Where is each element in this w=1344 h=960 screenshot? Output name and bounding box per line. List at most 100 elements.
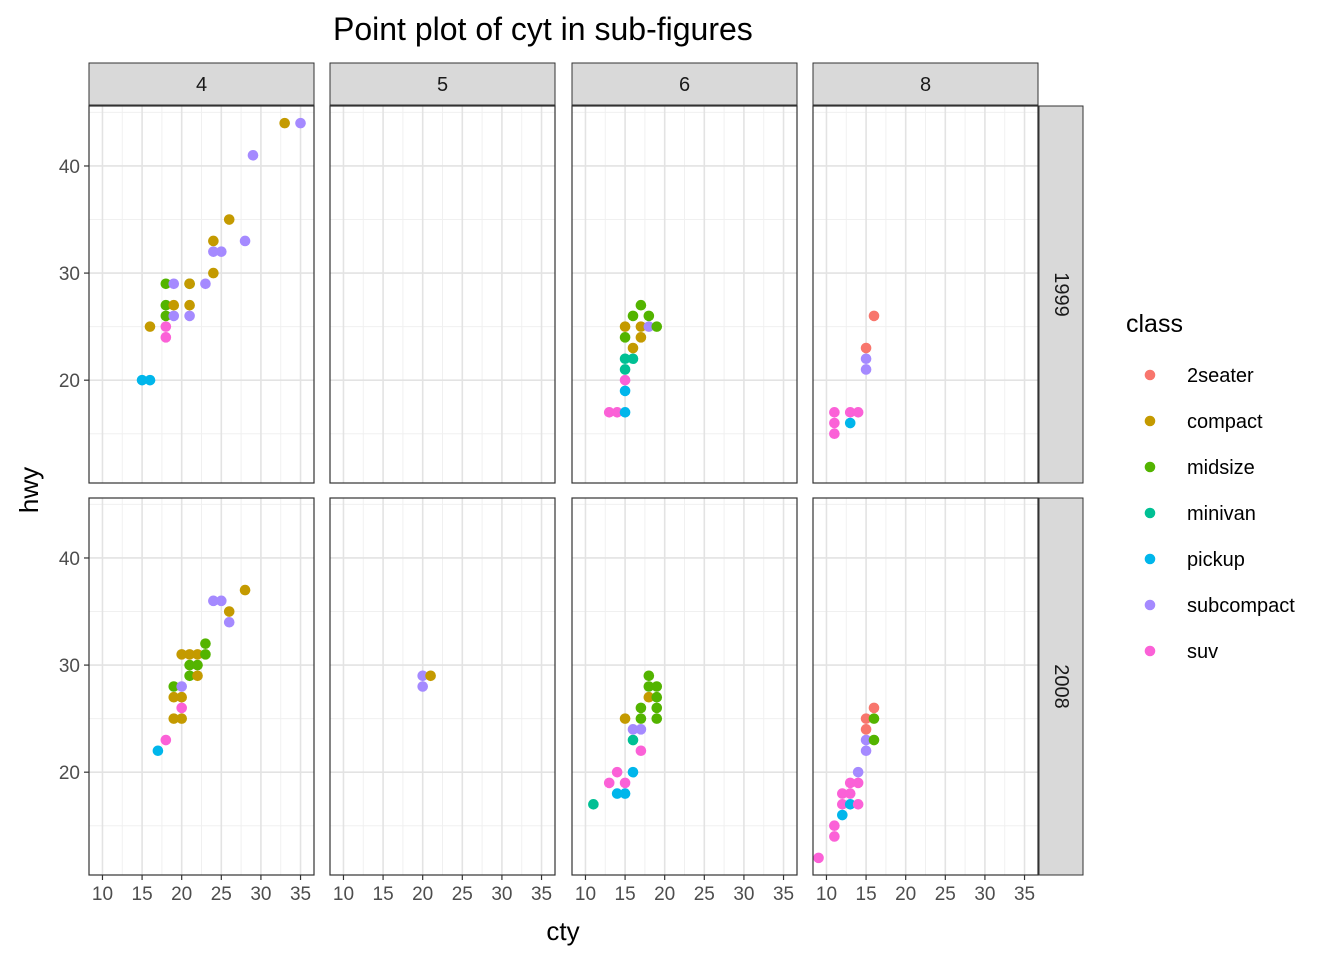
panel-4-1999 — [88, 105, 315, 484]
panel-5-1999 — [329, 105, 556, 484]
data-point-pickup — [837, 809, 848, 821]
data-point-midsize — [160, 310, 172, 322]
x-tick-label: 20 — [654, 884, 675, 905]
legend-label: compact — [1187, 411, 1263, 433]
panel-4-2008 — [88, 497, 315, 876]
y-tick-label: 30 — [59, 264, 80, 285]
data-point-suv — [813, 852, 824, 864]
data-point-midsize — [643, 681, 655, 692]
data-point-minivan — [619, 353, 631, 365]
data-point-compact — [279, 117, 290, 129]
x-axis-4: 10 15 20 25 30 35 — [92, 875, 311, 905]
data-point-compact — [168, 713, 180, 724]
x-tick-label: 20 — [412, 884, 433, 905]
y-tick-label: 30 — [59, 656, 80, 677]
data-point-subcompact — [216, 246, 227, 257]
legend-item-2seater: 2seater — [1144, 365, 1254, 387]
data-point-subcompact — [176, 681, 187, 692]
data-point-subcompact — [208, 246, 219, 257]
column-strip-label: 5 — [437, 74, 448, 96]
data-point-suv — [619, 777, 631, 789]
chart-title: Point plot of cyt in sub-figures — [333, 11, 753, 47]
data-point-midsize — [192, 659, 203, 671]
y-axis-title: hwy — [14, 467, 44, 513]
x-tick-label: 25 — [935, 884, 956, 905]
legend-key — [1144, 645, 1156, 657]
legend-key — [1144, 369, 1156, 381]
data-point-suv — [829, 820, 840, 832]
data-point-pickup — [619, 385, 631, 397]
panel-8-1999 — [812, 105, 1039, 484]
legend-key — [1144, 415, 1156, 427]
legend-label: midsize — [1187, 457, 1255, 479]
x-tick-label: 35 — [290, 884, 311, 905]
data-point-subcompact — [200, 278, 211, 290]
data-point-compact — [176, 713, 187, 724]
data-point-subcompact — [239, 235, 251, 247]
x-tick-label: 35 — [531, 884, 552, 905]
data-point-suv — [603, 777, 615, 789]
data-point-suv — [160, 332, 172, 343]
panel-8-2008 — [812, 497, 1039, 876]
data-point-suv — [603, 407, 615, 418]
data-point-compact — [192, 649, 203, 660]
x-tick-label: 30 — [491, 884, 512, 905]
x-axis-8: 10 15 20 25 30 35 — [816, 875, 1035, 905]
data-point-minivan — [627, 734, 639, 746]
data-point-suv — [176, 702, 187, 714]
data-point-subcompact — [223, 616, 235, 628]
data-point-compact — [643, 691, 655, 703]
data-point-subcompact — [643, 321, 655, 332]
x-tick-label: 30 — [250, 884, 271, 905]
data-point-midsize — [619, 332, 631, 343]
legend-key — [1144, 461, 1156, 473]
data-point-compact — [192, 670, 203, 682]
x-tick-label: 10 — [575, 884, 596, 905]
x-tick-label: 25 — [211, 884, 232, 905]
row-strip-2008: 2008 — [1038, 497, 1084, 876]
legend-item-midsize: midsize — [1144, 457, 1255, 479]
data-point-minivan — [627, 353, 639, 365]
column-strip-label: 8 — [920, 74, 931, 96]
data-point-compact — [168, 299, 180, 311]
data-point-midsize — [200, 638, 211, 649]
x-tick-label: 20 — [171, 884, 192, 905]
row-strip-1999: 1999 — [1038, 105, 1084, 484]
data-point-subcompact — [168, 278, 180, 290]
data-point-compact — [208, 267, 219, 279]
data-point-subcompact — [216, 595, 227, 607]
data-point-compact — [184, 649, 195, 660]
data-point-compact — [635, 321, 647, 332]
data-point-suv — [837, 788, 848, 799]
legend-item-suv: suv — [1144, 641, 1218, 663]
data-point-subcompact — [852, 766, 864, 778]
data-point-suv — [829, 831, 840, 842]
x-tick-label: 25 — [452, 884, 473, 905]
data-point-subcompact — [860, 745, 872, 757]
legend-item-subcompact: subcompact — [1144, 595, 1295, 617]
data-point-suv — [852, 799, 864, 810]
data-point-midsize — [635, 299, 647, 311]
data-point-compact — [239, 584, 251, 596]
data-point-midsize — [635, 713, 647, 724]
data-point-compact — [627, 342, 639, 354]
legend-label: subcompact — [1187, 595, 1295, 617]
data-point-midsize — [160, 299, 172, 311]
data-point-minivan — [588, 799, 599, 810]
data-point-subcompact — [247, 149, 259, 161]
data-point-suv — [852, 407, 864, 418]
data-point-suv — [844, 407, 856, 418]
data-point-pickup — [152, 745, 164, 757]
data-point-subcompact — [168, 310, 180, 322]
legend-item-minivan: minivan — [1144, 503, 1256, 525]
panel-5-2008 — [329, 497, 556, 876]
data-point-compact — [176, 649, 187, 660]
column-strip-8: 8 — [812, 62, 1039, 106]
x-tick-label: 10 — [92, 884, 113, 905]
legend: class 2seater compact midsize minivan pickup… — [1126, 310, 1295, 663]
legend-key — [1144, 553, 1156, 565]
x-tick-label: 15 — [132, 884, 153, 905]
data-point-subcompact — [417, 681, 428, 692]
data-point-midsize — [651, 713, 663, 724]
